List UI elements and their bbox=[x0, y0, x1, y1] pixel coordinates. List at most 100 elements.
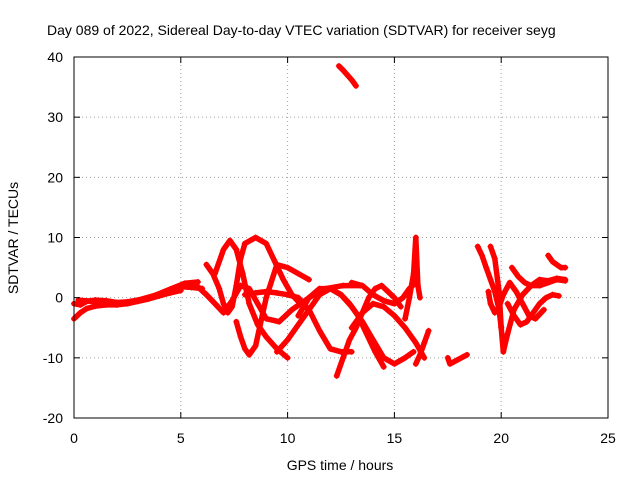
data-point bbox=[372, 285, 379, 292]
series-line bbox=[413, 328, 432, 367]
data-point bbox=[117, 300, 124, 307]
data-point bbox=[506, 279, 513, 286]
data-point bbox=[348, 279, 355, 286]
data-point bbox=[284, 354, 291, 361]
data-point bbox=[182, 280, 189, 287]
data-point bbox=[152, 292, 159, 299]
data-point bbox=[246, 285, 253, 292]
data-point bbox=[340, 67, 347, 74]
data-point bbox=[359, 282, 366, 289]
x-tick-label: 20 bbox=[493, 430, 509, 446]
data-point bbox=[545, 279, 552, 286]
series-track-high bbox=[335, 63, 359, 89]
data-point bbox=[335, 63, 342, 70]
data-point bbox=[515, 273, 522, 280]
data-point bbox=[246, 351, 253, 358]
data-point bbox=[553, 276, 560, 283]
data-point bbox=[252, 342, 259, 349]
y-axis-label: SDTVAR / TECUs bbox=[5, 182, 21, 294]
data-point bbox=[513, 288, 520, 295]
data-point bbox=[316, 327, 323, 334]
data-point bbox=[384, 288, 391, 295]
data-point bbox=[263, 288, 270, 295]
data-point bbox=[288, 306, 295, 313]
data-point bbox=[549, 291, 556, 298]
x-tick-label: 0 bbox=[70, 430, 78, 446]
x-tick-label: 5 bbox=[177, 430, 185, 446]
data-point bbox=[254, 300, 261, 307]
data-traces bbox=[71, 63, 569, 379]
data-point bbox=[229, 297, 236, 304]
data-point bbox=[263, 333, 270, 340]
data-point bbox=[226, 237, 233, 244]
data-point bbox=[406, 294, 413, 301]
data-point bbox=[344, 72, 351, 79]
data-point bbox=[402, 315, 409, 322]
series-line bbox=[402, 234, 423, 322]
data-point bbox=[284, 291, 291, 298]
series-track-isolated bbox=[444, 351, 471, 367]
data-point bbox=[412, 339, 419, 346]
data-point bbox=[211, 300, 218, 307]
data-point bbox=[237, 333, 244, 340]
data-point bbox=[83, 305, 90, 312]
y-tick-labels: -20 -10 0 10 20 30 40 bbox=[43, 49, 63, 426]
data-point bbox=[508, 264, 515, 271]
data-point bbox=[273, 348, 280, 355]
series-line bbox=[445, 352, 470, 367]
y-tick-label: 0 bbox=[55, 290, 63, 306]
x-axis-label: GPS time / hours bbox=[287, 457, 394, 473]
y-tick-label: 30 bbox=[47, 109, 63, 125]
data-point bbox=[263, 315, 270, 322]
data-point bbox=[487, 276, 494, 283]
data-point bbox=[410, 270, 417, 277]
series-track-r bbox=[508, 264, 569, 289]
data-point bbox=[252, 234, 259, 241]
data-point bbox=[295, 270, 302, 277]
data-point bbox=[562, 264, 569, 271]
data-point bbox=[220, 246, 227, 253]
data-point bbox=[464, 351, 471, 358]
data-point bbox=[540, 306, 547, 313]
data-point bbox=[523, 318, 530, 325]
data-point bbox=[305, 294, 312, 301]
data-point bbox=[284, 336, 291, 343]
data-point bbox=[511, 312, 518, 319]
data-point bbox=[103, 299, 110, 306]
data-point bbox=[370, 300, 377, 307]
data-point bbox=[233, 318, 240, 325]
data-point bbox=[333, 372, 340, 379]
data-point bbox=[284, 264, 291, 271]
data-point bbox=[246, 300, 253, 307]
data-point bbox=[348, 348, 355, 355]
data-point bbox=[487, 300, 494, 307]
data-point bbox=[491, 309, 498, 316]
x-tick-label: 10 bbox=[280, 430, 296, 446]
data-point bbox=[380, 303, 387, 310]
data-point bbox=[378, 282, 385, 289]
data-point bbox=[532, 315, 539, 322]
data-point bbox=[500, 348, 507, 355]
data-point bbox=[338, 291, 344, 298]
data-point bbox=[346, 336, 353, 343]
data-point bbox=[380, 363, 387, 370]
data-point bbox=[372, 348, 379, 355]
data-point bbox=[417, 294, 424, 301]
data-point bbox=[545, 252, 552, 259]
data-point bbox=[555, 292, 562, 299]
data-point bbox=[340, 354, 347, 361]
data-point bbox=[365, 294, 372, 301]
data-point bbox=[370, 291, 377, 298]
data-point bbox=[252, 289, 259, 296]
x-tick-labels: 0 5 10 15 20 25 bbox=[70, 430, 616, 446]
data-point bbox=[504, 330, 511, 337]
data-point bbox=[203, 291, 210, 298]
data-point bbox=[359, 309, 366, 316]
data-point bbox=[237, 282, 244, 289]
data-point bbox=[273, 289, 280, 296]
data-point bbox=[380, 297, 387, 304]
y-tick-label: 10 bbox=[47, 230, 63, 246]
data-point bbox=[295, 294, 302, 301]
series-track-h bbox=[295, 285, 387, 370]
